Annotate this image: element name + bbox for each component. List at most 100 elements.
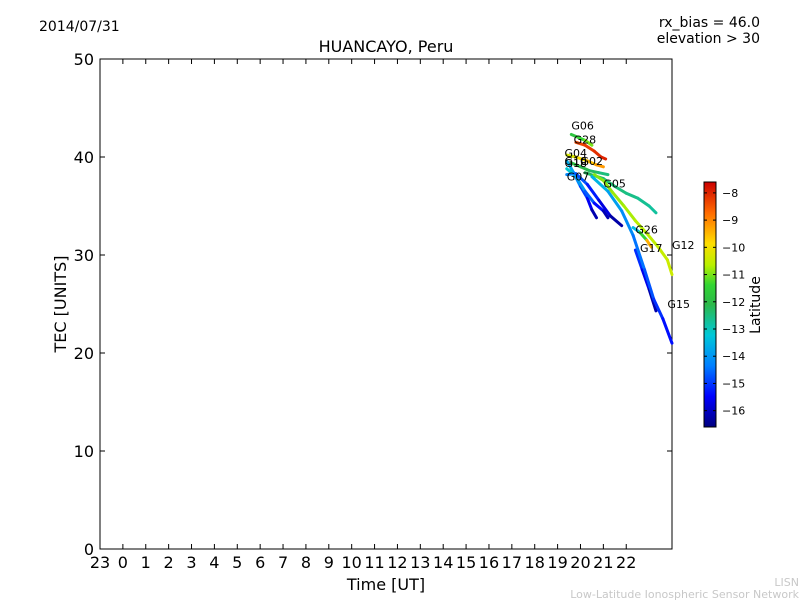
- series-segment: [633, 219, 649, 235]
- colorbar-tick-label: −8: [722, 187, 738, 200]
- x-tick-label: 6: [255, 553, 265, 572]
- series-segment: [611, 190, 626, 208]
- x-tick-label: 11: [364, 553, 384, 572]
- series-segment: [601, 177, 617, 188]
- date-label: 2014/07/31: [39, 19, 120, 35]
- y-tick-label: 20: [74, 344, 94, 363]
- series-segment: [583, 171, 596, 178]
- y-tick-label: 10: [74, 442, 94, 461]
- series-segment: [597, 198, 612, 218]
- series-segment: [583, 189, 596, 205]
- series-segment: [608, 214, 624, 228]
- satellite-label: G26: [635, 223, 658, 236]
- series-segment: [578, 165, 592, 173]
- series-segment: [636, 196, 651, 208]
- series-segment: [592, 173, 605, 183]
- series-G15: [590, 175, 674, 345]
- series-G02: [569, 161, 610, 177]
- series-segment: [592, 149, 603, 159]
- series-segment: [574, 155, 589, 163]
- series-segment: [633, 248, 644, 272]
- series-segment: [574, 172, 589, 186]
- series-segment: [606, 189, 624, 213]
- x-tick-label: 22: [616, 553, 636, 572]
- satellite-label: G06: [571, 120, 594, 133]
- colorbar-tick-label: −11: [722, 269, 745, 282]
- series-segment: [620, 209, 635, 237]
- x-tick-label: 23: [90, 553, 110, 572]
- series-segment: [638, 230, 649, 242]
- series-segment: [601, 179, 615, 194]
- series-segment: [656, 245, 669, 262]
- series-segment: [652, 297, 665, 321]
- colorbar-ticks: −8 −9 −10 −11 −12 −13 −14 −15 −16: [704, 187, 745, 418]
- series-segment: [588, 169, 601, 175]
- series-segment: [585, 196, 594, 212]
- series-segment: [590, 175, 610, 193]
- series-segment: [645, 238, 653, 249]
- x-tick-label: 3: [186, 553, 196, 572]
- series-segment: [583, 138, 594, 147]
- y-axis-label: TEC [UNITS]: [51, 256, 70, 354]
- series-segment: [565, 153, 578, 159]
- series-segment: [583, 143, 596, 153]
- satellite-label: G18: [564, 157, 587, 170]
- series-segment: [640, 268, 651, 291]
- y-tick-label: 30: [74, 246, 94, 265]
- series-segment: [624, 191, 640, 200]
- series-segment: [643, 268, 656, 301]
- y-tick-label: 0: [84, 540, 94, 559]
- elevation-label: elevation > 30: [657, 31, 760, 47]
- satellite-label: G07: [567, 171, 590, 184]
- series-segment: [565, 172, 578, 177]
- series-G28: [574, 140, 608, 161]
- x-tick-label: 10: [342, 553, 362, 572]
- satellite-label: G04: [564, 147, 587, 160]
- satellite-label: G05: [603, 177, 626, 190]
- colorbar-tick-label: −14: [722, 350, 745, 363]
- x-tick-label: 16: [479, 553, 499, 572]
- series-segment: [569, 161, 582, 169]
- x-tick-label: 0: [118, 553, 128, 572]
- series-G04: [565, 153, 605, 169]
- series-segment: [574, 175, 587, 193]
- x-tick-label: 15: [456, 553, 476, 572]
- series-segment: [590, 208, 598, 220]
- series-segment: [647, 204, 658, 215]
- series-G26: [631, 226, 653, 249]
- x-tick-label: 8: [301, 553, 311, 572]
- series-G07: [565, 172, 624, 228]
- x-tick-label: 1: [141, 553, 151, 572]
- colorbar-label: Latitude: [748, 276, 764, 334]
- x-tick-label: 13: [410, 553, 430, 572]
- series-segment: [585, 159, 598, 167]
- series-segment: [645, 231, 660, 249]
- x-tick-label: 14: [433, 553, 453, 572]
- x-axis-label: Time [UT]: [346, 575, 425, 594]
- y-tick-label: 40: [74, 148, 94, 167]
- series-G06: [569, 132, 594, 147]
- watermark-network: Low-Latitude Ionospheric Sensor Network: [570, 588, 799, 600]
- x-tick-label: 18: [525, 553, 545, 572]
- x-tick-label: 5: [232, 553, 242, 572]
- watermark-lisn: LISN: [774, 576, 799, 589]
- plot-area: [99, 58, 673, 550]
- colorbar-tick-label: −15: [722, 377, 745, 390]
- satellite-label: G28: [574, 133, 597, 146]
- series-segment: [599, 155, 608, 161]
- colorbar: [703, 181, 717, 428]
- series-segment: [574, 140, 587, 147]
- satellite-label: G17: [640, 242, 663, 255]
- colorbar-tick-label: −10: [722, 241, 745, 254]
- series-segment: [622, 204, 637, 223]
- x-tick-label: 20: [570, 553, 590, 572]
- series-segment: [594, 163, 605, 169]
- x-tick-label: 17: [502, 553, 522, 572]
- x-tick-label: 21: [593, 553, 613, 572]
- series-segment: [613, 184, 628, 195]
- series-segment: [585, 182, 601, 202]
- x-tick-label: 19: [547, 553, 567, 572]
- x-tick-label: 4: [209, 553, 219, 572]
- x-tick-label: 12: [387, 553, 407, 572]
